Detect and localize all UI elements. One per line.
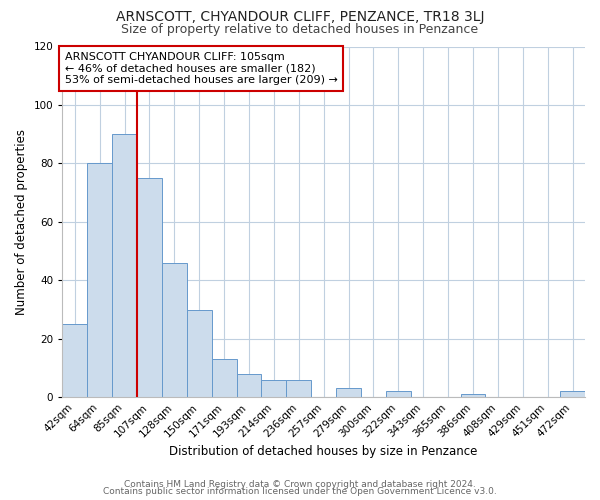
- Text: Size of property relative to detached houses in Penzance: Size of property relative to detached ho…: [121, 22, 479, 36]
- Bar: [262, 380, 286, 397]
- Text: Contains HM Land Registry data © Crown copyright and database right 2024.: Contains HM Land Registry data © Crown c…: [124, 480, 476, 489]
- Bar: [386, 392, 411, 397]
- Bar: [187, 310, 212, 397]
- Bar: [62, 324, 87, 397]
- Text: ARNSCOTT CHYANDOUR CLIFF: 105sqm
← 46% of detached houses are smaller (182)
53% : ARNSCOTT CHYANDOUR CLIFF: 105sqm ← 46% o…: [65, 52, 338, 85]
- Bar: [336, 388, 361, 397]
- Bar: [162, 263, 187, 397]
- Bar: [461, 394, 485, 397]
- X-axis label: Distribution of detached houses by size in Penzance: Distribution of detached houses by size …: [169, 444, 478, 458]
- Bar: [560, 392, 585, 397]
- Bar: [87, 164, 112, 397]
- Bar: [212, 359, 236, 397]
- Y-axis label: Number of detached properties: Number of detached properties: [15, 129, 28, 315]
- Bar: [286, 380, 311, 397]
- Text: ARNSCOTT, CHYANDOUR CLIFF, PENZANCE, TR18 3LJ: ARNSCOTT, CHYANDOUR CLIFF, PENZANCE, TR1…: [116, 10, 484, 24]
- Bar: [236, 374, 262, 397]
- Text: Contains public sector information licensed under the Open Government Licence v3: Contains public sector information licen…: [103, 487, 497, 496]
- Bar: [137, 178, 162, 397]
- Bar: [112, 134, 137, 397]
